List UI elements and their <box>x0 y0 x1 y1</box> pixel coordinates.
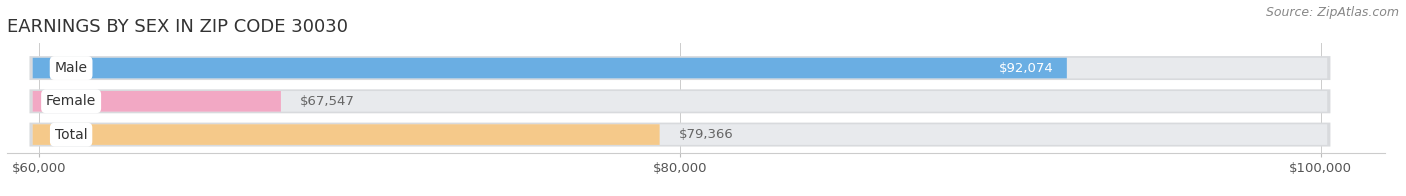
Text: $92,074: $92,074 <box>1000 62 1054 74</box>
FancyBboxPatch shape <box>32 58 1067 78</box>
FancyBboxPatch shape <box>32 91 1327 112</box>
FancyBboxPatch shape <box>32 124 1327 145</box>
Text: Male: Male <box>55 61 87 75</box>
Text: Total: Total <box>55 128 87 142</box>
FancyBboxPatch shape <box>30 89 1330 113</box>
FancyBboxPatch shape <box>32 91 281 112</box>
Text: Female: Female <box>46 94 96 108</box>
FancyBboxPatch shape <box>30 123 1330 147</box>
FancyBboxPatch shape <box>30 56 1330 80</box>
FancyBboxPatch shape <box>32 124 659 145</box>
Text: $67,547: $67,547 <box>299 95 354 108</box>
Text: Source: ZipAtlas.com: Source: ZipAtlas.com <box>1265 6 1399 19</box>
Text: $79,366: $79,366 <box>679 128 734 141</box>
FancyBboxPatch shape <box>32 58 1327 78</box>
Text: EARNINGS BY SEX IN ZIP CODE 30030: EARNINGS BY SEX IN ZIP CODE 30030 <box>7 18 349 36</box>
